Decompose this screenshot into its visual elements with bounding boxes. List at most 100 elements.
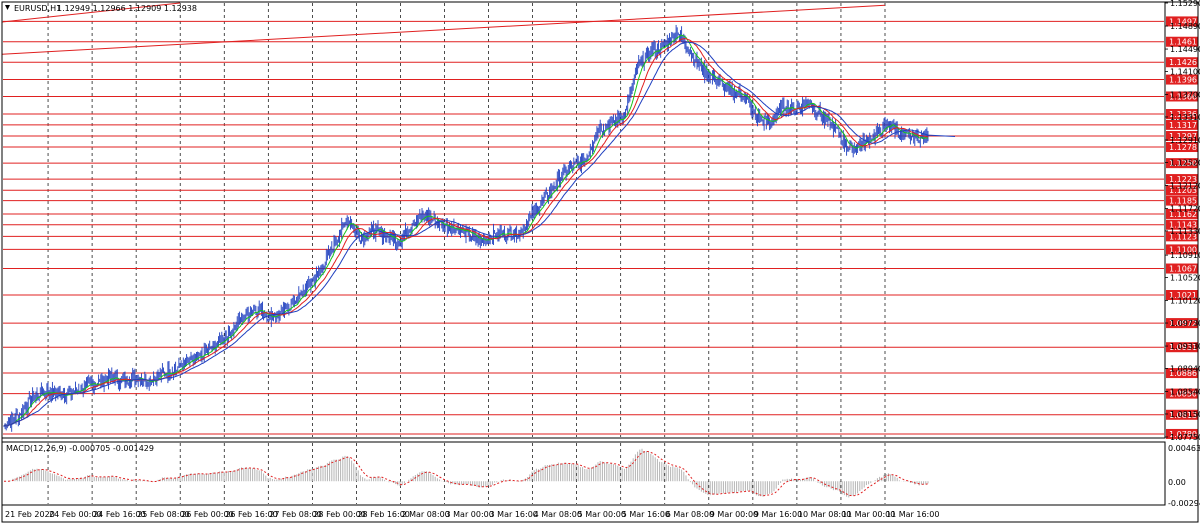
ma-tail [927,134,956,138]
level-label: 1.14261 [1169,58,1200,67]
price-tick-label: 1.08540 [1170,388,1200,397]
price-tick-label: 1.12910 [1170,136,1200,145]
time-tick-label: 5 Mar 00:00 [578,510,626,519]
level-label-box [1166,208,1198,219]
price-tick-label: 1.12120 [1170,181,1200,190]
time-tick-label: 28 Feb 16:00 [357,510,409,519]
price-tick-label: 1.11720 [1170,204,1200,213]
time-tick-label: 10 Mar 08:00 [798,510,851,519]
time-tick-label: 26 Feb 00:00 [181,510,233,519]
level-label-box [1166,74,1198,85]
price-tick-label: 1.09330 [1170,342,1200,351]
level-label-box [1166,174,1198,185]
level-label: 1.12979 [1169,132,1200,141]
level-label-box [1166,91,1198,102]
time-tick-label: 3 Mar 00:00 [446,510,494,519]
level-label-box [1166,142,1198,153]
level-label: 1.08504 [1169,390,1200,399]
level-label-box [1166,409,1198,420]
level-label: 1.09729 [1169,319,1200,328]
level-label-box [1166,185,1198,196]
time-tick-label: 27 Feb 08:00 [269,510,321,519]
time-tick-label: 24 Feb 16:00 [93,510,145,519]
trend-line [1,2,181,23]
time-tick-label: 4 Mar 08:00 [534,510,582,519]
level-label: 1.14617 [1169,38,1200,47]
level-label: 1.09310 [1169,343,1200,352]
level-label-box [1166,388,1198,399]
macd-layer [4,448,929,498]
time-tick-label: 3 Mar 16:00 [490,510,538,519]
level-label: 1.13361 [1169,110,1200,119]
level-label: 1.11857 [1169,197,1200,206]
time-tick-label: 5 Mar 16:00 [622,510,670,519]
time-tick-label: 24 Feb 00:00 [49,510,101,519]
macd-axis-zero: 0.00 [1168,478,1186,487]
time-tick-label: 6 Mar 08:00 [666,510,714,519]
time-tick-label: 11 Mar 00:00 [842,510,895,519]
level-label-box [1166,244,1198,255]
price-tick-label: 1.13700 [1170,91,1200,100]
price-tick-label: 1.14100 [1170,67,1200,76]
level-label-box [1166,57,1198,68]
macd-axis-top: 0.004633 [1168,444,1200,453]
level-label: 1.10677 [1169,265,1200,274]
level-label-box [1166,36,1198,47]
time-tick-label: 21 Feb 2020 [5,510,55,519]
macd-label: MACD(12,26,9) -0.000705 -0.001429 [6,444,154,453]
level-label-box [1166,428,1198,439]
level-label-box [1166,109,1198,120]
level-label-box [1166,342,1198,353]
time-tick-label: 9 Mar 00:00 [710,510,758,519]
collapse-arrow-icon[interactable] [5,5,10,10]
time-tick-label: 25 Feb 08:00 [137,510,189,519]
time-tick-label: 9 Mar 16:00 [754,510,802,519]
price-tick-label: 1.09730 [1170,319,1200,328]
level-label: 1.10217 [1169,291,1200,300]
price-tick-label: 1.11330 [1170,227,1200,236]
trend-layer [1,2,886,55]
price-tick-label: 1.07750 [1170,433,1200,442]
level-label: 1.11236 [1169,232,1200,241]
price-tick-label: 1.08940 [1170,365,1200,374]
level-label-box [1166,368,1198,379]
level-label: 1.13173 [1169,121,1200,130]
symbol-timeframe: EURUSD,H1 [14,4,61,13]
level-label: 1.12231 [1169,175,1200,184]
level-label-box [1166,119,1198,130]
price-tick-label: 1.10520 [1170,274,1200,283]
macd-axis-bottom: -0.002947 [1168,499,1200,508]
time-tick-label: 2 Mar 08:00 [401,510,449,519]
time-tick-label: 26 Feb 16:00 [225,510,277,519]
ohlc-values: 1.12949 1.12966 1.12909 1.12938 [57,4,197,13]
level-label: 1.13960 [1169,76,1200,85]
level-label: 1.12508 [1169,159,1200,168]
level-label-box [1166,263,1198,274]
time-tick-label: 28 Feb 00:00 [313,510,365,519]
chart-header: EURUSD,H1 1.12949 1.12966 1.12909 1.1293… [5,4,197,13]
price-tick-label: 1.14490 [1170,45,1200,54]
level-label: 1.08861 [1169,369,1200,378]
level-label: 1.13666 [1169,92,1200,101]
level-label: 1.12788 [1169,143,1200,152]
price-tick-label: 1.13310 [1170,113,1200,122]
level-label-box [1166,219,1198,230]
price-tick-label: 1.10910 [1170,251,1200,260]
level-label: 1.12037 [1169,186,1200,195]
level-label: 1.08136 [1169,411,1200,420]
time-tick-label: 11 Mar 16:00 [886,510,939,519]
ma-slow-line [3,41,929,427]
level-label: 1.11625 [1169,210,1200,219]
level-label: 1.14970 [1169,17,1200,26]
levels-layer: 1.14970 1.14617 1.14261 1.13960 1.13666 1.133… [3,16,1200,439]
level-label-box [1166,131,1198,142]
level-label-box [1166,16,1198,27]
level-label-box [1166,158,1198,169]
level-label-box [1166,318,1198,329]
trend-line [1,4,886,55]
price-tick-label: 1.15290 [1170,0,1200,8]
